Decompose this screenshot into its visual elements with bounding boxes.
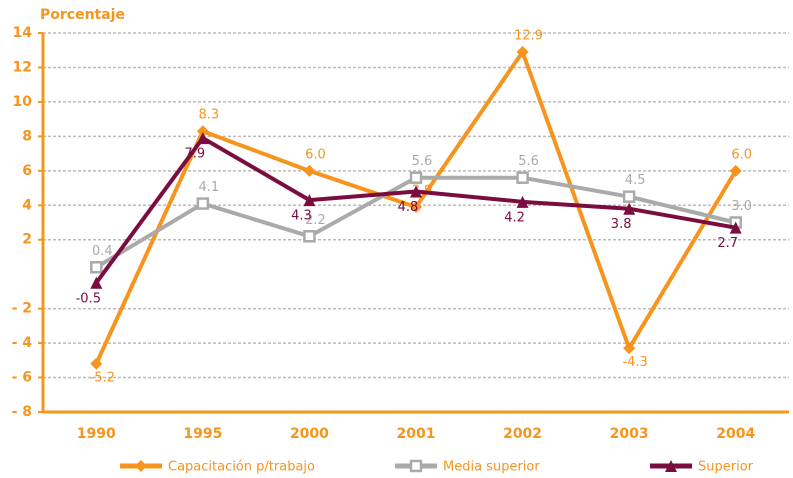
x-tick-label: 2004 bbox=[716, 426, 755, 442]
data-label: 8.3 bbox=[199, 108, 220, 123]
x-tick-label: 2003 bbox=[610, 426, 649, 442]
data-label: 4.8 bbox=[398, 200, 419, 215]
x-tick-label: 1995 bbox=[183, 426, 222, 442]
data-point bbox=[729, 221, 742, 234]
x-tick-label: 2002 bbox=[503, 426, 542, 442]
y-axis-label: Porcentaje bbox=[40, 7, 125, 23]
data-label: 4.2 bbox=[504, 210, 525, 225]
data-label: -0.5 bbox=[76, 291, 101, 306]
y-tick-label: 6 bbox=[22, 163, 32, 179]
data-point bbox=[410, 185, 422, 198]
data-point bbox=[196, 197, 210, 210]
legend-marker bbox=[409, 459, 423, 473]
data-point bbox=[90, 357, 103, 370]
data-label: 6.0 bbox=[731, 147, 752, 162]
data-label: 12.9 bbox=[514, 28, 543, 43]
data-point bbox=[90, 261, 103, 274]
data-point bbox=[303, 164, 316, 177]
data-point bbox=[729, 164, 742, 177]
y-tick-label: 4 bbox=[22, 197, 32, 213]
data-label: 5.6 bbox=[412, 154, 433, 169]
data-point bbox=[516, 171, 529, 184]
data-point bbox=[516, 45, 529, 58]
data-point bbox=[196, 132, 209, 145]
y-tick-label: 10 bbox=[13, 94, 33, 110]
x-tick-label: 2001 bbox=[397, 426, 436, 442]
data-point bbox=[623, 202, 636, 215]
legend-label: Capacitación p/trabajo bbox=[168, 460, 315, 475]
data-label: -4.3 bbox=[622, 355, 647, 370]
legend-marker bbox=[135, 460, 147, 472]
y-tick-label: - 6 bbox=[12, 370, 32, 386]
data-point bbox=[516, 195, 529, 208]
x-tick-label: 2000 bbox=[290, 426, 329, 442]
y-tick-label: 14 bbox=[13, 25, 33, 41]
y-tick-label: 2 bbox=[22, 232, 32, 248]
data-label: 2.2 bbox=[305, 213, 326, 228]
data-point bbox=[623, 342, 636, 355]
data-label: 5.6 bbox=[518, 154, 539, 169]
data-point bbox=[410, 200, 422, 213]
y-tick-label: 8 bbox=[22, 128, 32, 144]
data-label: 4.1 bbox=[199, 180, 220, 195]
data-label: 3.8 bbox=[611, 217, 632, 232]
legend-label: Media superior bbox=[443, 460, 540, 475]
data-label: 2.7 bbox=[717, 236, 738, 251]
data-label: 6.0 bbox=[305, 147, 326, 162]
legend-marker bbox=[665, 460, 677, 472]
data-point bbox=[409, 171, 423, 184]
x-tick-label: 1990 bbox=[77, 426, 116, 442]
data-label: -5.2 bbox=[90, 370, 115, 385]
y-tick-label: - 2 bbox=[12, 301, 32, 317]
y-tick-label: 12 bbox=[13, 59, 32, 75]
data-label: 7.9 bbox=[185, 147, 206, 162]
data-point bbox=[622, 190, 636, 203]
data-label: 4.5 bbox=[625, 173, 646, 188]
y-tick-label: - 8 bbox=[12, 404, 32, 420]
data-point bbox=[303, 194, 316, 207]
data-point bbox=[303, 230, 316, 243]
data-label: 4.3 bbox=[291, 209, 312, 224]
data-label: 0.4 bbox=[92, 244, 113, 259]
data-label: 3.0 bbox=[731, 199, 752, 214]
data-point bbox=[90, 276, 103, 289]
y-tick-label: - 4 bbox=[12, 335, 33, 351]
legend-label: Superior bbox=[698, 460, 754, 475]
data-point bbox=[196, 125, 209, 138]
